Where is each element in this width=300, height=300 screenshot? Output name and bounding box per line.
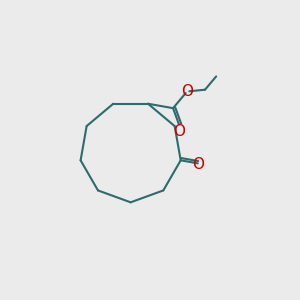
- Text: O: O: [182, 84, 194, 99]
- Text: O: O: [192, 157, 204, 172]
- Text: O: O: [173, 124, 185, 139]
